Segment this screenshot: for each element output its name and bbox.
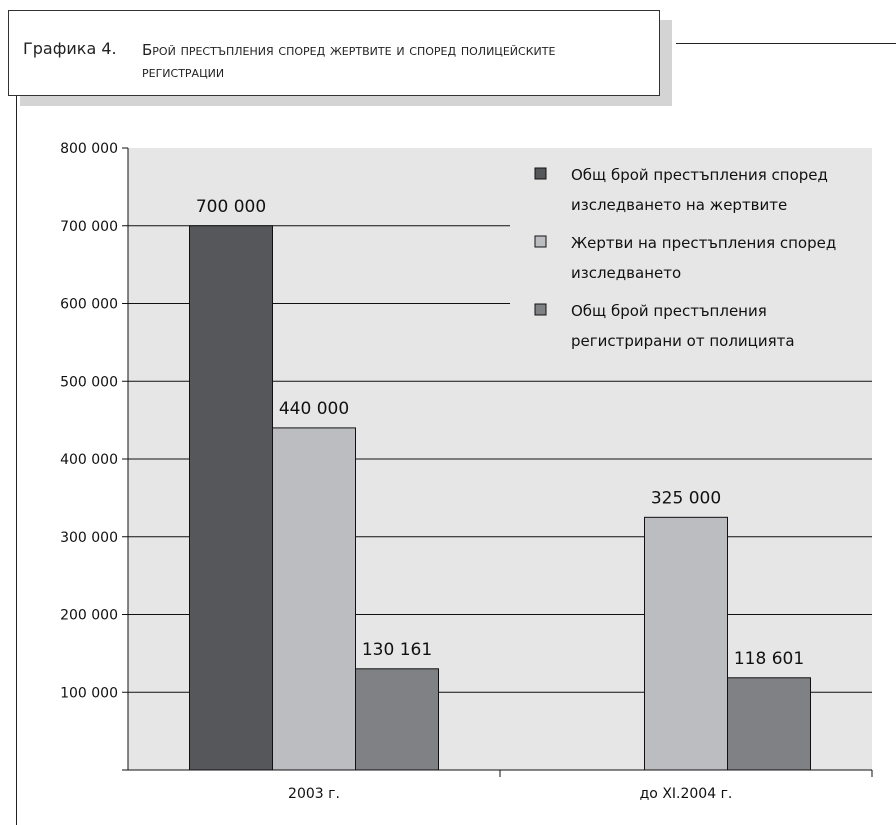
- data-label: 325 000: [651, 488, 721, 508]
- legend-label: изследването: [571, 264, 681, 282]
- legend-label: регистрирани от полицията: [571, 332, 795, 350]
- figure-label: Графика 4.: [23, 39, 117, 58]
- data-label: 440 000: [279, 399, 349, 419]
- y-tick-label: 200 000: [60, 608, 118, 624]
- top-rule: [676, 43, 896, 44]
- left-rule: [16, 96, 17, 825]
- bar: [272, 427, 356, 771]
- bar: [727, 677, 811, 771]
- bar: [189, 225, 273, 771]
- data-label: 130 161: [362, 640, 432, 660]
- y-tick-label: 800 000: [60, 141, 118, 157]
- data-label: 118 601: [734, 649, 804, 669]
- legend-label: Общ брой престъпления: [571, 302, 767, 320]
- y-tick-label: 400 000: [60, 452, 118, 468]
- y-tick-label: 300 000: [60, 530, 118, 546]
- chart-title: Брой престъпления според жертвите и спор…: [142, 41, 556, 81]
- data-label: 700 000: [196, 197, 266, 217]
- bar: [355, 668, 439, 771]
- legend-label: изследването на жертвите: [571, 196, 787, 214]
- x-tick-label: до XI.2004 г.: [640, 786, 733, 802]
- legend-swatch: [534, 235, 547, 248]
- y-tick-label: 500 000: [60, 374, 118, 390]
- legend-swatch: [534, 167, 547, 180]
- bar: [644, 516, 728, 771]
- chart-title-box: Графика 4. Брой престъпления според жерт…: [8, 10, 660, 96]
- y-tick-label: 100 000: [60, 685, 118, 701]
- legend-label: Жертви на престъпления според: [571, 234, 836, 252]
- x-tick-label: 2003 г.: [288, 786, 340, 802]
- legend-swatch: [534, 303, 547, 316]
- legend-label: Общ брой престъпления според: [571, 166, 828, 184]
- y-tick-label: 700 000: [60, 219, 118, 235]
- y-tick-label: 600 000: [60, 297, 118, 313]
